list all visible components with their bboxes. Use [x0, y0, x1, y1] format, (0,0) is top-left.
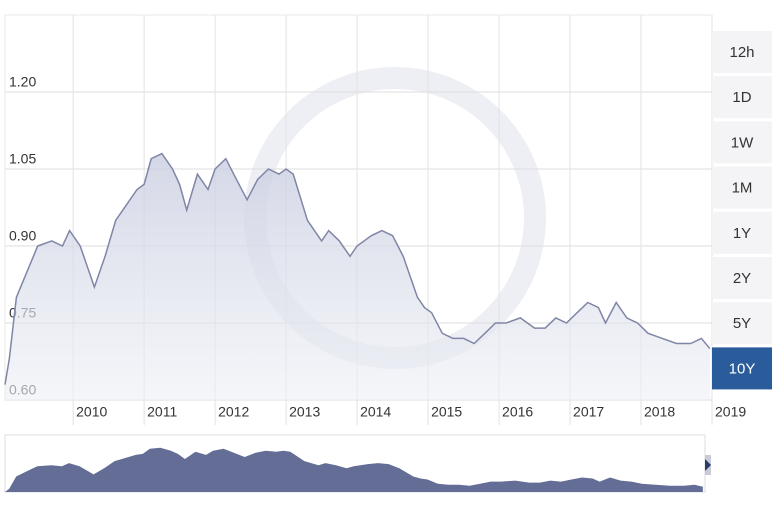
y-tick-label: 1.20 [9, 74, 36, 90]
line [4, 152, 711, 385]
y-tick-bg [7, 229, 41, 244]
x-tick-label: 2017 [573, 404, 604, 420]
range-button[interactable]: 1M [712, 166, 772, 209]
y-tick-bg [7, 75, 41, 90]
x-tick-label: 2012 [218, 404, 249, 420]
range-button-label: 12h [729, 44, 754, 61]
x-tick-label: 2019 [715, 404, 746, 420]
x-tick-label: 2013 [289, 404, 320, 420]
navigator-arrow [705, 459, 711, 471]
range-button-bg [712, 302, 772, 345]
range-button-bg [712, 76, 772, 119]
area [5, 153, 710, 400]
range-button[interactable]: 5Y [712, 302, 772, 345]
range-button[interactable]: 1Y [712, 211, 772, 254]
y-tick-label: 1.05 [9, 151, 36, 167]
range-button[interactable]: 1D [712, 76, 772, 119]
range-button-bg [712, 31, 772, 73]
range-button-label: 5Y [733, 315, 751, 332]
range-button[interactable]: 1W [712, 121, 772, 164]
range-button-label: 1W [731, 134, 754, 151]
range-button-label: 2Y [733, 270, 751, 287]
range-button-label: 1M [732, 180, 753, 197]
range-button[interactable]: 2Y [712, 257, 772, 299]
range-button-label: 1D [732, 89, 751, 106]
x-tick-label: 2010 [76, 404, 107, 420]
x-tick-label: 2016 [502, 404, 533, 420]
navigator-area [5, 447, 703, 492]
range-button-label: 1Y [733, 225, 751, 242]
range-button-bg [712, 257, 772, 299]
range-button-bg [712, 347, 772, 390]
y-tick-bg [7, 152, 41, 167]
x-tick-label: 2014 [360, 404, 391, 420]
range-button[interactable]: 12h [712, 31, 772, 73]
range-button-bg [712, 166, 772, 209]
range-button-bg [712, 211, 772, 254]
range-button-label: 10Y [729, 360, 756, 377]
x-tick-label: 2011 [147, 404, 177, 420]
y-tick-label: 0.90 [9, 228, 36, 244]
x-tick-label: 2018 [644, 404, 675, 420]
range-button[interactable]: 10Y [712, 347, 772, 390]
range-button-bg [712, 121, 772, 164]
x-tick-label: 2015 [431, 404, 462, 420]
